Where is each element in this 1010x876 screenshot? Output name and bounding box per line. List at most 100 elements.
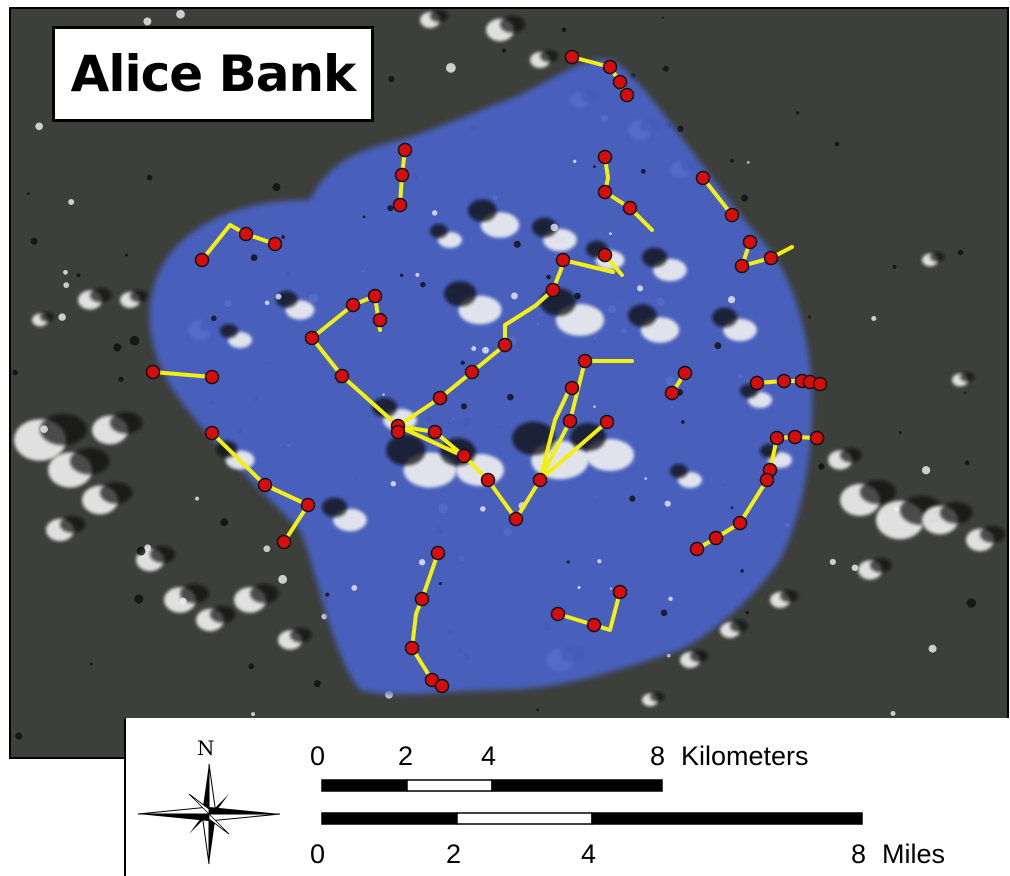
cloud-speck xyxy=(829,558,836,566)
bank-speck xyxy=(418,559,426,566)
survey-station xyxy=(508,511,524,527)
survey-station xyxy=(677,365,693,381)
survey-station xyxy=(759,472,775,488)
bank-speck xyxy=(593,165,596,169)
survey-station xyxy=(562,413,578,429)
cloud-speck xyxy=(851,564,859,572)
transect-line xyxy=(396,424,465,458)
transect-line xyxy=(556,590,622,632)
cloud-speck xyxy=(661,16,664,19)
survey-station xyxy=(734,258,750,274)
bank-speck xyxy=(387,205,394,212)
km-tick-label: 8 xyxy=(650,741,666,771)
bank-speck xyxy=(281,235,285,239)
mi-tick-label: 2 xyxy=(446,839,462,869)
cloud-speck xyxy=(129,335,140,346)
cloud-shadow xyxy=(430,10,448,22)
cloud-speck xyxy=(677,125,684,133)
bank-cloud-shadow xyxy=(220,324,238,338)
cloud-speck xyxy=(90,662,93,666)
bank-speck xyxy=(681,420,685,424)
survey-station xyxy=(695,170,711,186)
cloud-speck xyxy=(125,253,128,257)
survey-station xyxy=(732,515,748,531)
mi-scale-segment xyxy=(591,812,863,825)
cloud-speck xyxy=(892,264,897,269)
mi-tick-label: 8 xyxy=(851,839,867,869)
bank-speck xyxy=(550,223,558,232)
survey-station xyxy=(432,390,448,406)
mi-tick-label: 0 xyxy=(310,839,326,869)
cloud-shadow xyxy=(40,312,55,322)
north-label: N xyxy=(197,736,215,760)
bank-speck xyxy=(609,587,613,590)
cloud-speck xyxy=(928,644,937,653)
survey-station xyxy=(334,368,350,384)
cloud-speck xyxy=(964,460,970,466)
bank-speck xyxy=(593,405,596,408)
cloud-speck xyxy=(195,496,199,501)
bank-speck xyxy=(431,210,438,216)
cloud-shadow xyxy=(840,448,862,463)
transect-line xyxy=(561,258,615,274)
cloud-shadow xyxy=(730,620,748,632)
bank-speck xyxy=(382,393,385,397)
survey-station xyxy=(749,375,765,391)
survey-station xyxy=(434,678,450,694)
cloud-speck xyxy=(894,506,900,512)
survey-station xyxy=(612,584,628,600)
bank-speck xyxy=(577,585,581,590)
cloud-shadow xyxy=(650,692,665,702)
cloud-speck xyxy=(818,463,825,470)
transect-line xyxy=(151,370,214,379)
map-title-box: Alice Bank xyxy=(52,26,374,122)
survey-station xyxy=(769,430,785,446)
cloud-speck xyxy=(63,269,68,275)
transect-line xyxy=(740,240,794,268)
cloud-speck xyxy=(26,192,30,196)
survey-station xyxy=(145,364,161,380)
bank-cloud-shadow xyxy=(322,497,348,518)
cloud-shadow xyxy=(150,546,176,563)
bank-speck xyxy=(608,232,612,236)
cloud-speck xyxy=(921,466,931,475)
bank-speck xyxy=(460,360,465,365)
cloud-speck xyxy=(278,574,288,584)
cloud-speck xyxy=(35,122,43,131)
survey-station xyxy=(555,252,571,268)
cloud-speck xyxy=(63,282,70,288)
km-tick-label: 2 xyxy=(398,741,414,771)
survey-station xyxy=(204,425,220,441)
survey-station xyxy=(787,429,803,445)
cloud-speck xyxy=(501,48,507,53)
survey-station xyxy=(480,472,496,488)
survey-station xyxy=(456,448,472,464)
bank-cloud-shadow xyxy=(276,290,298,308)
bank-speck xyxy=(629,495,636,502)
cloud-shadow xyxy=(60,516,86,533)
km-scale-segment xyxy=(406,779,493,792)
bank-cloud-shadow xyxy=(444,281,477,307)
survey-station xyxy=(276,534,292,550)
survey-station xyxy=(194,252,210,268)
bank-speck xyxy=(471,346,477,352)
cloud-speck xyxy=(76,273,81,278)
bank-cloud-shadow xyxy=(670,464,688,478)
bank-speck xyxy=(574,292,581,300)
cloud-speck xyxy=(313,680,321,688)
cloud-speck xyxy=(176,9,185,19)
cloud-shadow xyxy=(40,414,87,446)
survey-station xyxy=(427,424,443,440)
bank-speck xyxy=(730,506,734,510)
transect-line xyxy=(701,176,734,217)
survey-station xyxy=(597,149,613,165)
bank-cloud-shadow xyxy=(468,199,497,222)
scale-bars xyxy=(321,779,863,825)
mi-scale-segment xyxy=(321,812,458,825)
bank-speck xyxy=(220,518,229,527)
km-tick-label: 4 xyxy=(481,741,497,771)
cloud-speck xyxy=(662,65,669,72)
survey-station xyxy=(597,184,613,200)
km-scale-segment xyxy=(491,779,663,792)
